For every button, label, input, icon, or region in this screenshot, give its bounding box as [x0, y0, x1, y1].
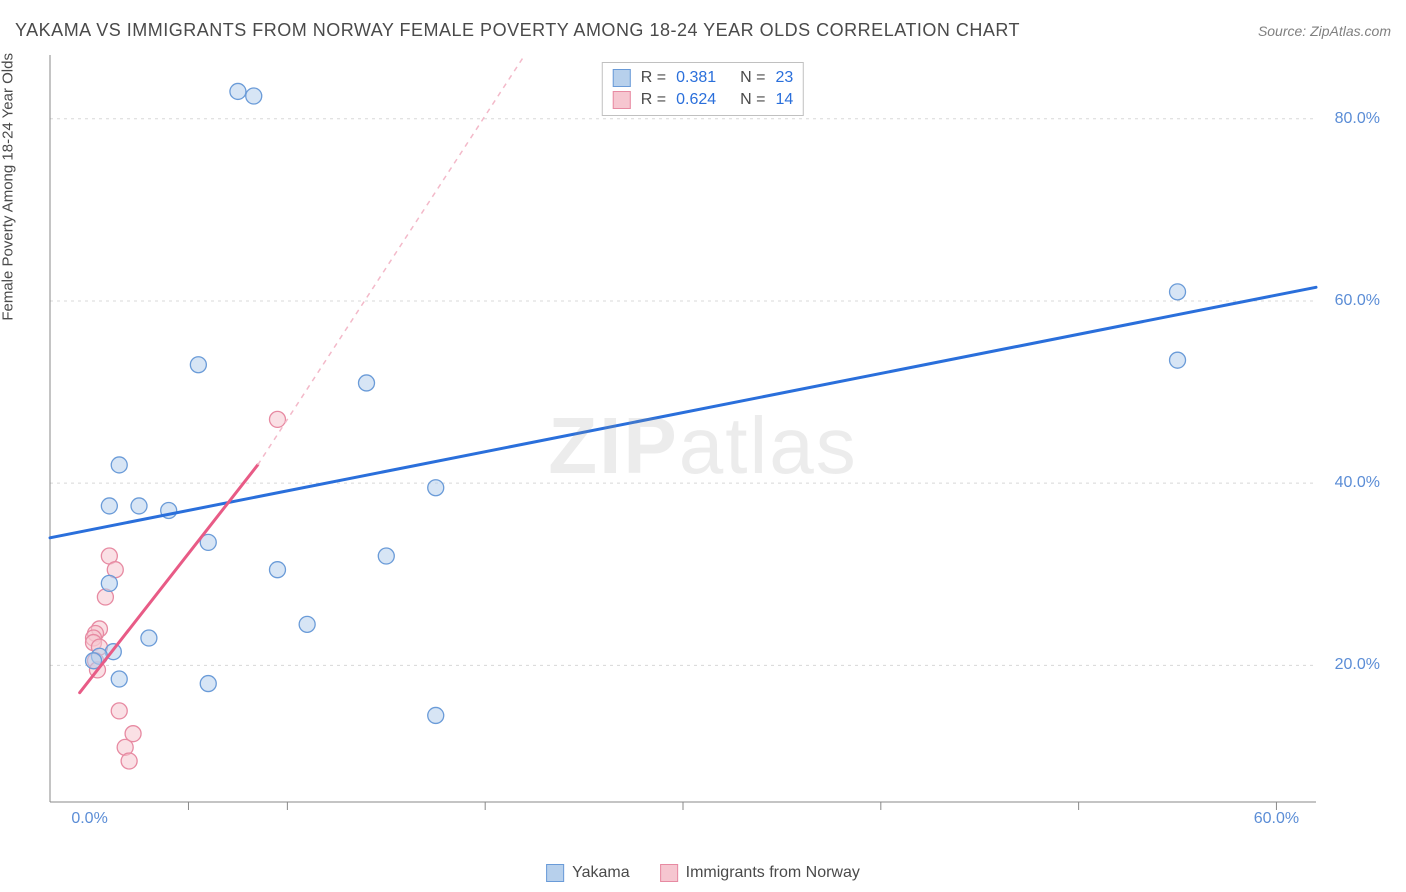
legend-label: Yakama: [572, 864, 630, 882]
y-axis-label: Female Poverty Among 18-24 Year Olds: [0, 53, 17, 321]
swatch-icon: [660, 864, 678, 882]
legend-series: Yakama Immigrants from Norway: [546, 864, 860, 882]
legend-label: Immigrants from Norway: [686, 864, 860, 882]
n-value: 23: [775, 69, 793, 87]
n-value: 14: [775, 91, 793, 109]
swatch-icon: [613, 91, 631, 109]
swatch-icon: [613, 69, 631, 87]
source-label: Source: ZipAtlas.com: [1258, 23, 1391, 39]
legend-row-yakama: R = 0.381 N = 23: [613, 67, 793, 89]
y-tick-label: 40.0%: [1335, 474, 1380, 492]
r-value: 0.624: [676, 91, 730, 109]
header: YAKAMA VS IMMIGRANTS FROM NORWAY FEMALE …: [15, 20, 1391, 41]
chart-title: YAKAMA VS IMMIGRANTS FROM NORWAY FEMALE …: [15, 20, 1020, 41]
y-tick-label: 60.0%: [1335, 292, 1380, 310]
legend-item-norway: Immigrants from Norway: [660, 864, 860, 882]
y-tick-label: 80.0%: [1335, 110, 1380, 128]
chart-area: 20.0% 40.0% 60.0% 80.0% 0.0% 60.0%: [48, 55, 1386, 832]
r-value: 0.381: [676, 69, 730, 87]
swatch-icon: [546, 864, 564, 882]
scatter-chart: [48, 55, 1386, 832]
x-tick-label: 0.0%: [71, 810, 107, 828]
x-tick-label: 60.0%: [1254, 810, 1299, 828]
legend-row-norway: R = 0.624 N = 14: [613, 89, 793, 111]
y-tick-label: 20.0%: [1335, 656, 1380, 674]
legend-item-yakama: Yakama: [546, 864, 630, 882]
legend-correlation: R = 0.381 N = 23 R = 0.624 N = 14: [602, 62, 804, 116]
